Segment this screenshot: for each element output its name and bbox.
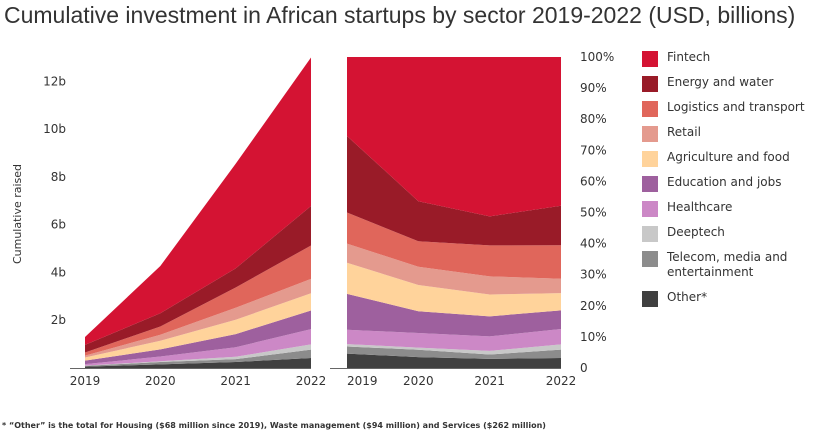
right-y-tick-label: 100% xyxy=(580,50,614,64)
legend-item-healthcare: Healthcare xyxy=(642,200,817,217)
legend-item-deeptech: Deeptech xyxy=(642,225,817,242)
legend-swatch xyxy=(642,251,658,267)
legend-swatch xyxy=(642,76,658,92)
legend-label: Energy and water xyxy=(667,75,774,89)
right-y-tick-label: 0 xyxy=(580,361,588,375)
right-x-tick-label: 2022 xyxy=(546,374,577,388)
right-area-education-and-jobs xyxy=(347,293,561,337)
right-y-tick-label: 20% xyxy=(580,299,607,313)
right-y-tick-label: 30% xyxy=(580,268,607,282)
left-x-tick-label: 2021 xyxy=(220,374,251,388)
legend-swatch xyxy=(642,101,658,117)
legend-item-agriculture-and-food: Agriculture and food xyxy=(642,150,817,167)
legend-swatch xyxy=(642,51,658,67)
legend-item-telecom-media-and-entertainment: Telecom, media and entertainment xyxy=(642,250,817,280)
right-y-tick-label: 70% xyxy=(580,143,607,157)
left-y-tick-label: 12b xyxy=(43,74,66,88)
left-area-deeptech xyxy=(85,344,311,366)
right-area-fintech xyxy=(347,57,561,217)
footnote: * “Other” is the total for Housing ($68 … xyxy=(2,421,546,430)
legend-label: Agriculture and food xyxy=(667,150,790,164)
legend-item-logistics-and-transport: Logistics and transport xyxy=(642,100,817,117)
left-y-tick-label: 8b xyxy=(51,170,66,184)
legend-item-retail: Retail xyxy=(642,125,817,142)
right-area-other xyxy=(347,353,561,368)
legend-item-education-and-jobs: Education and jobs xyxy=(642,175,817,192)
left-area-agriculture-and-food xyxy=(85,293,311,361)
left-area-education-and-jobs xyxy=(85,310,311,365)
legend-label: Other* xyxy=(667,290,708,304)
left-x-tick-label: 2019 xyxy=(70,374,101,388)
left-area-energy-and-water xyxy=(85,206,311,353)
legend-label: Fintech xyxy=(667,50,711,64)
right-area-logistics-and-transport xyxy=(347,212,561,279)
legend-label: Logistics and transport xyxy=(667,100,805,114)
left-x-tick-label: 2022 xyxy=(296,374,327,388)
legend-label: Deeptech xyxy=(667,225,725,239)
right-y-tick-label: 60% xyxy=(580,174,607,188)
left-y-tick-label: 2b xyxy=(51,313,66,327)
left-y-tick-label: 10b xyxy=(43,122,66,136)
legend-item-fintech: Fintech xyxy=(642,50,817,67)
legend-swatch xyxy=(642,291,658,307)
legend-swatch xyxy=(642,176,658,192)
right-area-healthcare xyxy=(347,329,561,351)
legend-swatch xyxy=(642,201,658,217)
legend-label: Education and jobs xyxy=(667,175,782,189)
legend-label: Retail xyxy=(667,125,701,139)
left-x-tick-label: 2020 xyxy=(145,374,176,388)
right-y-tick-label: 90% xyxy=(580,81,607,95)
left-y-tick-label: 4b xyxy=(51,265,66,279)
right-area-energy-and-water xyxy=(347,135,561,246)
legend-label: Telecom, media and entertainment xyxy=(667,250,788,279)
legend-label: Healthcare xyxy=(667,200,733,214)
right-x-tick-label: 2019 xyxy=(347,374,378,388)
legend-item-energy-and-water: Energy and water xyxy=(642,75,817,92)
legend-swatch xyxy=(642,126,658,142)
left-area-telecom-media-and-entertainment xyxy=(85,349,311,367)
right-area-telecom-media-and-entertainment xyxy=(347,346,561,359)
left-area-other xyxy=(85,357,311,368)
legend-swatch xyxy=(642,151,658,167)
chart-title: Cumulative investment in African startup… xyxy=(4,2,796,28)
right-y-tick-label: 40% xyxy=(580,237,607,251)
left-area-retail xyxy=(85,278,311,358)
legend-item-other: Other* xyxy=(642,290,817,307)
left-area-fintech xyxy=(85,57,311,345)
y-axis-label: Cumulative raised xyxy=(11,164,24,264)
right-area-retail xyxy=(347,243,561,295)
left-area-healthcare xyxy=(85,329,311,366)
right-y-tick-label: 50% xyxy=(580,206,607,220)
right-x-tick-label: 2021 xyxy=(474,374,505,388)
right-y-tick-label: 80% xyxy=(580,112,607,126)
legend-swatch xyxy=(642,226,658,242)
right-area-deeptech xyxy=(347,344,561,355)
left-panel-cumulative: 2019 2020 2021 2022 2b 4b 6b 8b 10b 12b xyxy=(43,57,327,388)
right-y-tick-label: 10% xyxy=(580,330,607,344)
right-x-tick-label: 2020 xyxy=(403,374,434,388)
right-area-agriculture-and-food xyxy=(347,262,561,317)
left-y-tick-label: 6b xyxy=(51,218,66,232)
